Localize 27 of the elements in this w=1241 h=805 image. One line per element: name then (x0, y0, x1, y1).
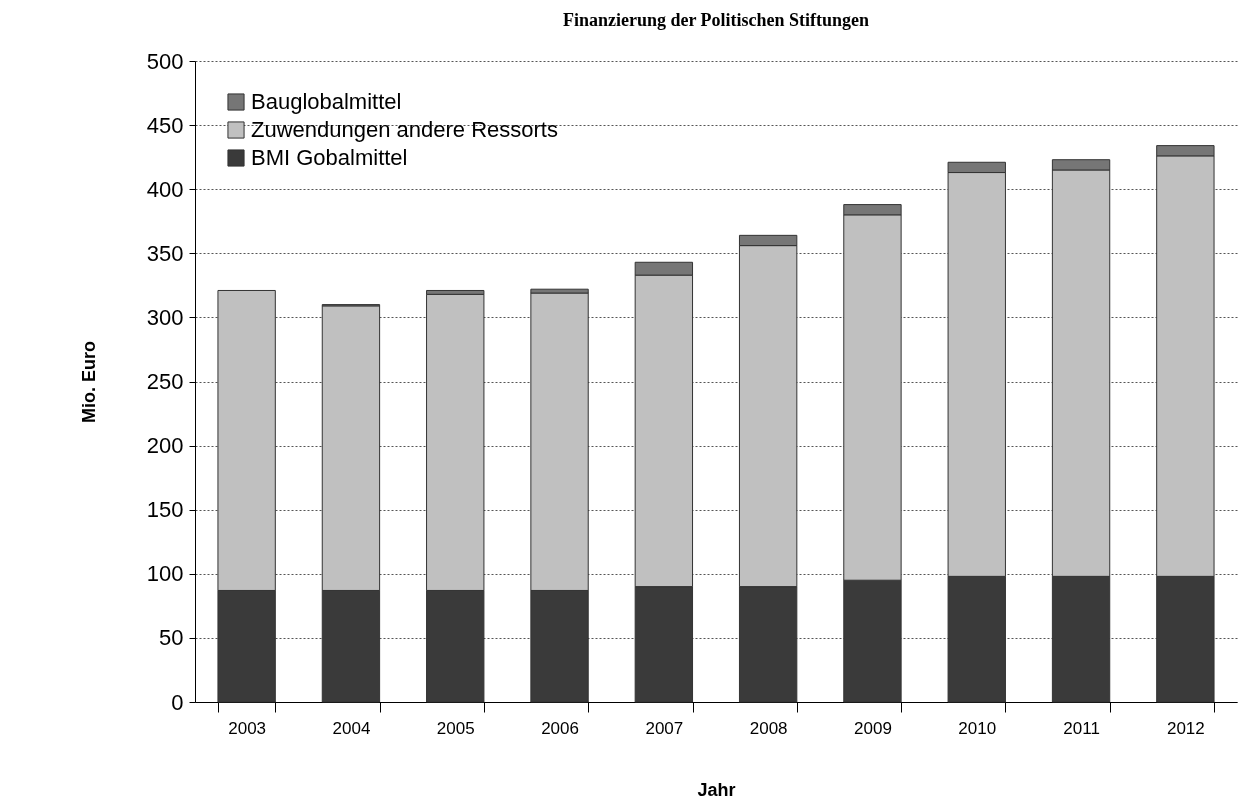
y-tick-label: 50 (159, 625, 184, 651)
y-tick-label: 0 (171, 689, 184, 715)
x-tick-label: 2008 (749, 718, 788, 738)
y-tick-label: 450 (146, 112, 184, 138)
x-tick-label: 2012 (1166, 718, 1205, 738)
y-axis-title: Mio. Euro (78, 341, 99, 423)
y-tick-label: 200 (146, 433, 184, 459)
y-tick-label: 100 (146, 561, 184, 587)
x-tick-label: 2006 (541, 718, 579, 738)
chart-title: Finanzierung der Politischen Stiftungen (562, 10, 870, 30)
legend-label: Zuwendungen andere Ressorts (251, 117, 558, 142)
x-tick-label: 2007 (645, 718, 684, 738)
x-tick-label: 2010 (958, 718, 997, 738)
legend-label: Bauglobalmittel (251, 89, 402, 114)
x-axis-title: Jahr (697, 779, 736, 800)
y-tick-label: 150 (146, 497, 184, 523)
x-tick-label: 2009 (854, 718, 892, 738)
x-tick-label: 2005 (436, 718, 475, 738)
y-tick-label: 350 (146, 240, 184, 266)
y-tick-label: 400 (146, 176, 184, 202)
y-tick-label: 250 (146, 369, 184, 394)
x-tick-label: 2011 (1063, 718, 1100, 738)
legend-label: BMI Gobalmittel (251, 145, 408, 170)
y-tick-label: 500 (146, 48, 184, 74)
x-tick-label: 2004 (332, 718, 371, 738)
x-tick-label: 2003 (228, 718, 267, 738)
y-tick-label: 300 (146, 304, 184, 330)
